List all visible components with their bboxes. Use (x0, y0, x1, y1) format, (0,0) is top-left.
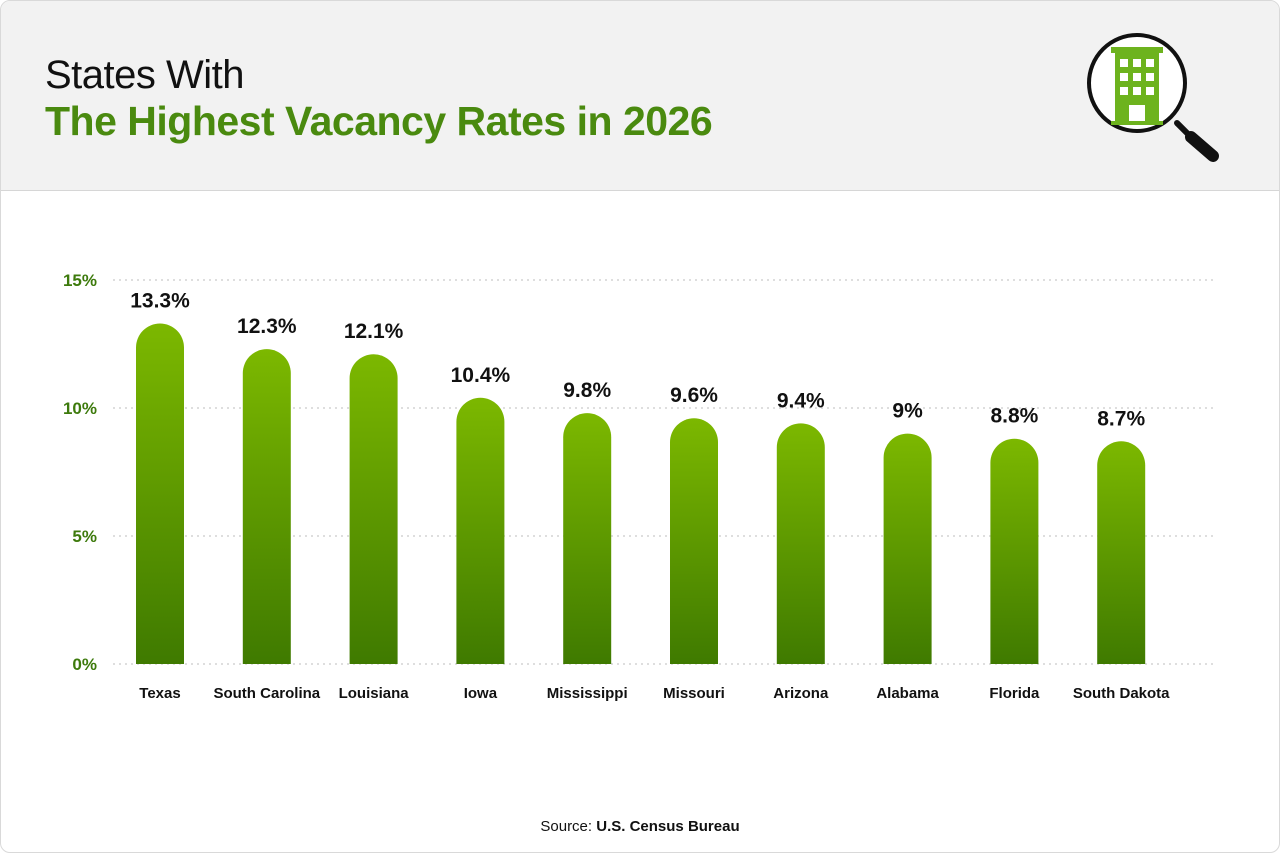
x-tick-label: Mississippi (547, 685, 628, 702)
data-label: 9.4% (777, 389, 825, 412)
page-title-line2: The Highest Vacancy Rates in 2026 (45, 98, 713, 144)
bar-arizona (776, 423, 825, 664)
x-tick-label: Arizona (773, 685, 829, 702)
source-value: U.S. Census Bureau (596, 818, 740, 835)
y-tick-label: 0% (72, 655, 97, 674)
page-title-line1: States With (45, 53, 245, 97)
bar-mississippi (563, 413, 612, 664)
bar-florida (990, 438, 1039, 664)
x-tick-label: Louisiana (339, 685, 410, 702)
bar-louisiana (349, 354, 398, 664)
source-label: Source: (540, 818, 593, 835)
data-label: 12.3% (237, 315, 297, 338)
bar-iowa (456, 397, 505, 664)
data-label: 10.4% (451, 364, 511, 387)
bar-alabama (883, 433, 932, 664)
source-note: Source: U.S. Census Bureau (1, 818, 1279, 835)
data-label: 13.3% (130, 290, 190, 313)
data-label: 9.6% (670, 384, 718, 407)
x-tick-label: South Carolina (213, 685, 320, 702)
bar-texas (136, 323, 184, 664)
data-label: 8.8% (990, 405, 1038, 428)
y-tick-label: 15% (63, 271, 97, 290)
building-magnifier-icon (1085, 31, 1235, 171)
x-tick-label: Texas (139, 685, 180, 702)
bar-south-dakota (1097, 441, 1146, 664)
x-tick-label: Missouri (663, 685, 725, 702)
y-tick-label: 5% (72, 527, 97, 546)
data-label: 9.8% (563, 379, 611, 402)
header: States With The Highest Vacancy Rates in… (1, 1, 1279, 191)
bar-missouri (670, 418, 718, 664)
bar-south-carolina (242, 349, 291, 664)
bar-chart: 0% 5% 10% 15% 13.3% Texas 12.3% South Carolina… (63, 271, 1217, 702)
y-tick-label: 10% (63, 399, 97, 418)
x-tick-label: Alabama (876, 685, 939, 702)
x-tick-label: Iowa (464, 685, 498, 702)
x-tick-label: South Dakota (1073, 685, 1170, 702)
x-tick-label: Florida (989, 685, 1040, 702)
data-label: 12.1% (344, 320, 404, 343)
data-label: 9% (892, 400, 923, 423)
data-label: 8.7% (1097, 407, 1145, 430)
